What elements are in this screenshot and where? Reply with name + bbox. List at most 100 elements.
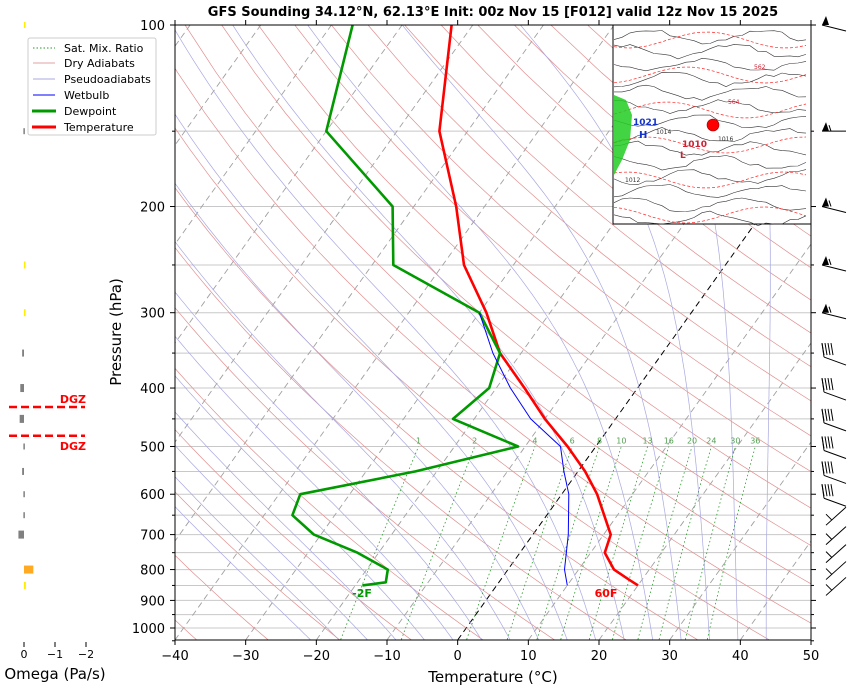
wind-barb <box>825 544 847 564</box>
map-isobar <box>614 84 807 101</box>
map-height-contour <box>613 136 807 154</box>
wind-barbs <box>821 16 847 596</box>
omega-bar <box>24 261 26 269</box>
map-isobar <box>613 140 807 156</box>
legend: Sat. Mix. Ratio Dry Adiabats Pseudoadiab… <box>27 37 157 136</box>
isotherm-line <box>175 25 615 640</box>
omega-bar <box>20 384 24 393</box>
mixing-ratio-line <box>466 446 536 640</box>
location-marker <box>706 118 720 132</box>
legend-item: Sat. Mix. Ratio <box>64 42 144 55</box>
profiles <box>291 25 639 587</box>
pseudoadiabat <box>175 113 568 640</box>
mixing-ratio-label: 10 <box>616 436 626 445</box>
isotherm-line <box>175 25 544 542</box>
map-isobar <box>613 169 807 185</box>
y-tick-label: 300 <box>140 307 165 322</box>
omega-bar <box>23 128 25 135</box>
map-height-contour <box>613 171 807 189</box>
mixing-ratio-label: 8 <box>597 436 602 445</box>
isotherm-line <box>457 144 811 640</box>
map-isobar-label: 1012 <box>625 177 640 184</box>
x-tick-label: 50 <box>803 649 820 664</box>
x-tick-label: −20 <box>303 649 330 664</box>
x-tick-label: 0 <box>454 649 462 664</box>
map-contours <box>613 30 807 226</box>
temperature-line <box>438 25 639 587</box>
map-height-label: 564 <box>728 99 740 106</box>
omega-bar <box>24 22 26 28</box>
mixing-ratio-label: 2 <box>472 436 477 445</box>
y-tick-label: 1000 <box>132 622 165 637</box>
map-isobar <box>613 99 807 114</box>
map-isobar <box>613 30 807 45</box>
mixing-ratio-line <box>658 446 712 640</box>
isotherm-line <box>315 25 756 640</box>
y-axis-ticks: 100 200 300 400 500 600 700 800 900 1000 <box>132 19 816 642</box>
y-tick-label: 200 <box>140 201 165 216</box>
mixing-ratio-line <box>506 446 573 640</box>
legend-item: Pseudoadiabats <box>64 73 151 86</box>
wind-barb <box>821 377 847 401</box>
omega-axis-label: Omega (Pa/s) <box>4 665 105 683</box>
dry-adiabat <box>294 25 811 473</box>
mixing-ratio-line <box>706 446 756 640</box>
mixing-ratio-label: 13 <box>642 436 652 445</box>
omega-panel: DGZ DGZ 0 −1 −2 <box>9 22 94 661</box>
y-tick-label: 600 <box>140 488 165 503</box>
map-height-contour <box>613 66 807 84</box>
pseudoadiabat <box>232 25 625 640</box>
map-low-value: 1010 <box>682 140 707 150</box>
legend-item: Dewpoint <box>64 105 117 118</box>
dry-adiabat <box>367 25 811 402</box>
pseudoadiabat <box>307 25 654 640</box>
x-tick-label: −10 <box>373 649 400 664</box>
map-high-value: 1021 <box>633 118 658 128</box>
dry-adiabat <box>184 25 811 585</box>
mixing-ratio-labels: 1 2 4 6 8 10 13 16 20 24 30 36 <box>416 436 760 445</box>
map-isobar <box>613 197 807 213</box>
omega-bar <box>24 309 26 317</box>
pseudoadiabat <box>175 29 597 640</box>
map-height-contour <box>613 206 807 224</box>
y-tick-label: 700 <box>140 529 165 544</box>
wetbulb-line <box>478 312 570 586</box>
x-tick-label: −40 <box>161 649 188 664</box>
wind-barb <box>821 16 847 32</box>
map-isobar <box>613 210 807 226</box>
dgz-label: DGZ <box>60 440 86 453</box>
map-height-label: 562 <box>754 64 766 71</box>
inset-map: 1010 1021 H L 1016 564 562 1012 1014 <box>612 24 812 226</box>
omega-bar <box>23 512 25 519</box>
isotherm-line <box>669 441 811 640</box>
isotherm-line <box>527 243 811 640</box>
omega-bar <box>24 565 34 574</box>
mixing-ratio-line <box>684 446 736 640</box>
wind-barb <box>825 526 847 545</box>
mixing-ratio-label: 20 <box>687 436 697 445</box>
dry-adiabat <box>175 491 341 640</box>
x-tick-label: 10 <box>520 649 537 664</box>
mixing-ratio-line <box>611 446 670 640</box>
y-tick-label: 800 <box>140 564 165 579</box>
mixing-ratio-line <box>588 446 648 640</box>
pseudoadiabat <box>175 411 397 640</box>
mixing-ratio-label: 1 <box>416 436 421 445</box>
wind-barb <box>821 436 847 459</box>
pseudoadiabat <box>520 25 710 640</box>
map-isobar <box>613 184 807 198</box>
mixing-ratio-label: 30 <box>730 436 740 445</box>
map-high-marker: H <box>639 130 647 141</box>
dry-adiabat <box>477 25 811 301</box>
y-tick-label: 100 <box>140 19 165 34</box>
map-isobar <box>613 57 807 72</box>
y-tick-label: 500 <box>140 440 165 455</box>
pseudoadiabat <box>175 506 312 640</box>
legend-item: Wetbulb <box>64 89 109 102</box>
x-tick-label: 30 <box>661 649 678 664</box>
isotherm-line <box>598 342 811 640</box>
omega-bar <box>22 467 24 475</box>
map-height-contour <box>613 31 807 49</box>
pseudoadiabat <box>175 444 368 640</box>
wind-barb <box>821 342 847 366</box>
